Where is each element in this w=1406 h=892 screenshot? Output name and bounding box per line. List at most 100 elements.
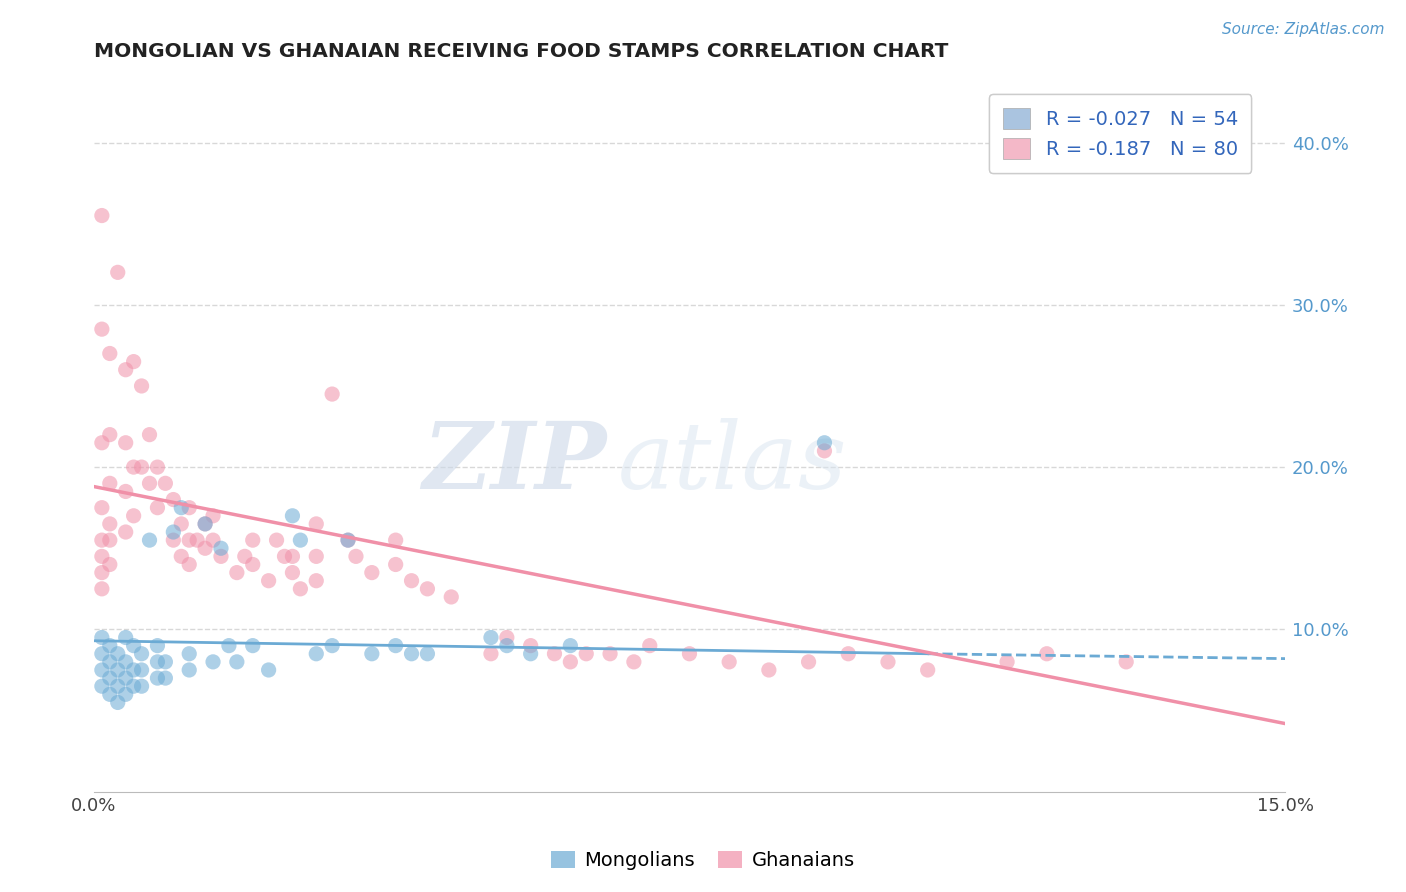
Point [344,549,367,564]
Point [543,647,565,661]
Point [170,500,193,515]
Point [257,574,280,588]
Point [146,655,169,669]
Point [114,655,136,669]
Point [440,590,463,604]
Point [114,687,136,701]
Point [519,647,541,661]
Point [162,533,184,548]
Point [146,671,169,685]
Point [179,663,201,677]
Point [401,647,423,661]
Point [758,663,780,677]
Point [146,460,169,475]
Point [122,663,145,677]
Point [107,647,129,661]
Point [179,533,201,548]
Point [98,687,121,701]
Point [305,549,328,564]
Point [146,500,169,515]
Point [114,484,136,499]
Point [209,541,232,556]
Text: atlas: atlas [619,418,848,508]
Point [495,631,517,645]
Point [122,460,145,475]
Point [305,574,328,588]
Point [384,533,406,548]
Point [877,655,900,669]
Point [131,647,153,661]
Point [337,533,360,548]
Point [170,549,193,564]
Point [90,435,112,450]
Point [281,566,304,580]
Legend: R = -0.027   N = 54, R = -0.187   N = 80: R = -0.027 N = 54, R = -0.187 N = 80 [990,95,1251,173]
Point [107,265,129,279]
Point [281,549,304,564]
Point [273,549,295,564]
Point [155,671,177,685]
Point [179,500,201,515]
Point [98,655,121,669]
Point [321,387,343,401]
Point [114,631,136,645]
Point [305,647,328,661]
Point [131,460,153,475]
Point [995,655,1018,669]
Point [321,639,343,653]
Point [257,663,280,677]
Point [384,558,406,572]
Point [233,549,256,564]
Point [242,533,264,548]
Point [479,631,502,645]
Point [560,639,582,653]
Point [416,647,439,661]
Point [162,524,184,539]
Point [218,639,240,653]
Point [917,663,939,677]
Point [202,655,225,669]
Point [179,558,201,572]
Point [194,516,217,531]
Point [131,663,153,677]
Point [131,679,153,693]
Point [98,639,121,653]
Point [155,655,177,669]
Point [266,533,288,548]
Point [290,582,312,596]
Point [678,647,700,661]
Point [305,516,328,531]
Point [384,639,406,653]
Point [98,346,121,360]
Point [90,209,112,223]
Point [131,379,153,393]
Point [114,362,136,376]
Point [797,655,820,669]
Point [718,655,741,669]
Point [162,492,184,507]
Text: ZIP: ZIP [422,418,606,508]
Point [98,558,121,572]
Point [225,655,247,669]
Point [209,549,232,564]
Point [122,354,145,368]
Point [194,541,217,556]
Point [114,435,136,450]
Point [416,582,439,596]
Point [360,647,382,661]
Point [98,476,121,491]
Point [837,647,859,661]
Point [281,508,304,523]
Point [186,533,208,548]
Point [114,524,136,539]
Point [98,516,121,531]
Point [98,671,121,685]
Point [122,639,145,653]
Point [90,663,112,677]
Point [138,427,160,442]
Legend: Mongolians, Ghanaians: Mongolians, Ghanaians [544,843,862,878]
Point [638,639,661,653]
Point [90,500,112,515]
Point [170,516,193,531]
Point [90,679,112,693]
